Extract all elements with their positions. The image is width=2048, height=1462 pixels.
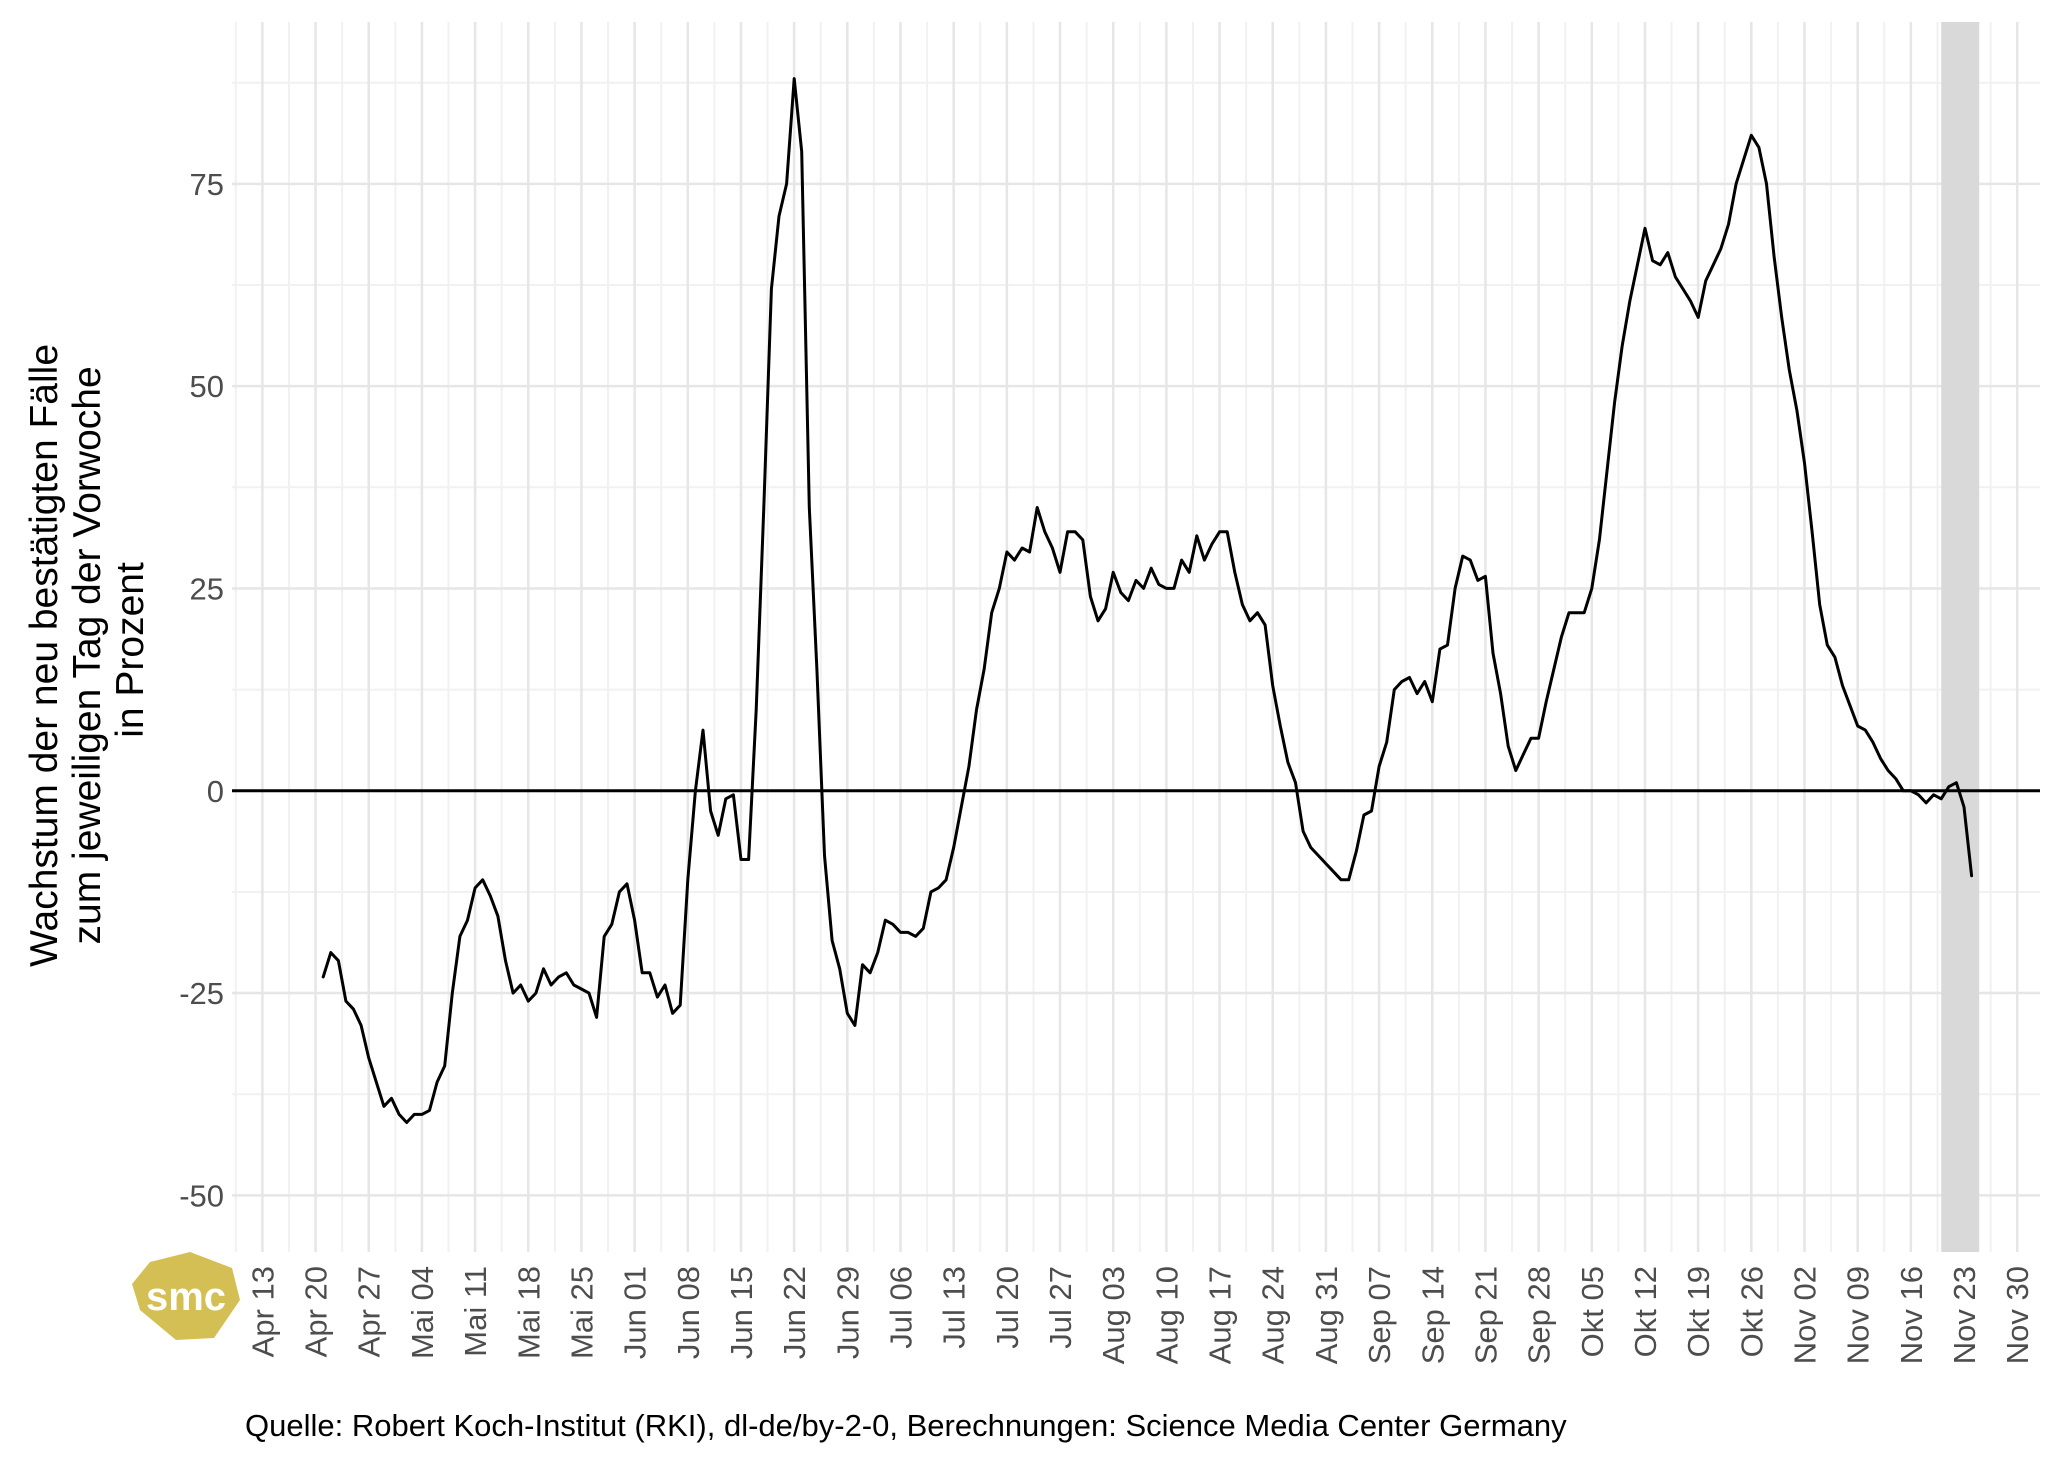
minor-gridlines-x <box>234 22 1992 1252</box>
x-tick-label: Sep 21 <box>1468 1266 1503 1364</box>
x-tick-label: Aug 17 <box>1203 1266 1238 1364</box>
x-tick-label: Apr 27 <box>352 1266 387 1357</box>
series-layer <box>321 77 1974 1124</box>
series-line <box>321 77 1974 1124</box>
x-tick-label: Jul 06 <box>884 1266 919 1349</box>
x-tick-label: Aug 24 <box>1256 1266 1291 1364</box>
y-axis-title: Wachstum der neu bestätigten Fälle zum j… <box>23 333 152 967</box>
x-tick-label: Okt 12 <box>1628 1266 1663 1357</box>
x-tick-label: Apr 20 <box>299 1266 334 1357</box>
x-tick-label: Nov 23 <box>1947 1266 1982 1364</box>
x-tick-label: Jul 13 <box>937 1266 972 1349</box>
x-tick-label: Aug 10 <box>1149 1266 1184 1364</box>
x-tick-label: Jul 20 <box>990 1266 1025 1349</box>
x-tick-label: Jun 15 <box>724 1266 759 1359</box>
minor-gridlines-y <box>232 81 2040 1096</box>
x-tick-label: Jun 29 <box>830 1266 865 1359</box>
x-tick-label: Jul 27 <box>1043 1266 1078 1349</box>
x-tick-label: Jun 01 <box>618 1266 653 1359</box>
x-tick-label: Aug 03 <box>1096 1266 1131 1364</box>
x-tick-label: Apr 13 <box>245 1266 280 1357</box>
x-tick-label: Jun 08 <box>671 1266 706 1359</box>
shaded-region <box>1941 22 1980 1252</box>
x-tick-labels: Apr 13 Apr 20 Apr 27 Mai 04 Mai 11 Mai 18 Mai … <box>245 1266 2035 1364</box>
x-tick-label: Nov 02 <box>1788 1266 1823 1364</box>
x-tick-label: Sep 28 <box>1522 1266 1557 1364</box>
x-tick-label: Nov 16 <box>1894 1266 1929 1364</box>
y-tick-label: 75 <box>190 167 224 202</box>
x-tick-label: Aug 31 <box>1309 1266 1344 1364</box>
x-tick-label: Sep 14 <box>1415 1266 1450 1364</box>
smc-logo-text: smc <box>146 1275 226 1319</box>
y-tick-label: 0 <box>207 774 224 809</box>
x-tick-label: Nov 30 <box>2000 1266 2035 1364</box>
x-tick-label: Jun 22 <box>777 1266 812 1359</box>
x-tick-label: Mai 04 <box>405 1266 440 1359</box>
shaded-region-layer <box>1941 22 1980 1252</box>
y-axis-title-line-1: Wachstum der neu bestätigten Fälle <box>23 344 66 967</box>
y-tick-label: -25 <box>179 976 224 1011</box>
x-tick-label: Okt 26 <box>1734 1266 1769 1357</box>
y-axis-title-line-3: in Prozent <box>109 562 152 738</box>
x-tick-label: Nov 09 <box>1841 1266 1876 1364</box>
major-gridlines-x <box>261 22 2019 1252</box>
chart-caption: Quelle: Robert Koch-Institut (RKI), dl-d… <box>245 1408 1567 1443</box>
x-tick-label: Sep 07 <box>1362 1266 1397 1364</box>
x-tick-label: Okt 05 <box>1575 1266 1610 1357</box>
smc-logo-icon <box>132 1252 240 1340</box>
y-tick-labels: -50 -25 0 25 50 75 <box>179 167 224 1214</box>
y-tick-label: 25 <box>190 571 224 606</box>
x-tick-label: Mai 11 <box>458 1266 493 1357</box>
x-tick-label: Mai 25 <box>564 1266 599 1359</box>
y-tick-label: -50 <box>179 1178 224 1213</box>
y-axis-title-line-2: zum jeweiligen Tag der Vorwoche <box>66 366 109 944</box>
y-tick-label: 50 <box>190 369 224 404</box>
x-tick-label: Mai 18 <box>511 1266 546 1359</box>
x-tick-label: Okt 19 <box>1681 1266 1716 1357</box>
smc-logo: smc <box>132 1252 240 1340</box>
